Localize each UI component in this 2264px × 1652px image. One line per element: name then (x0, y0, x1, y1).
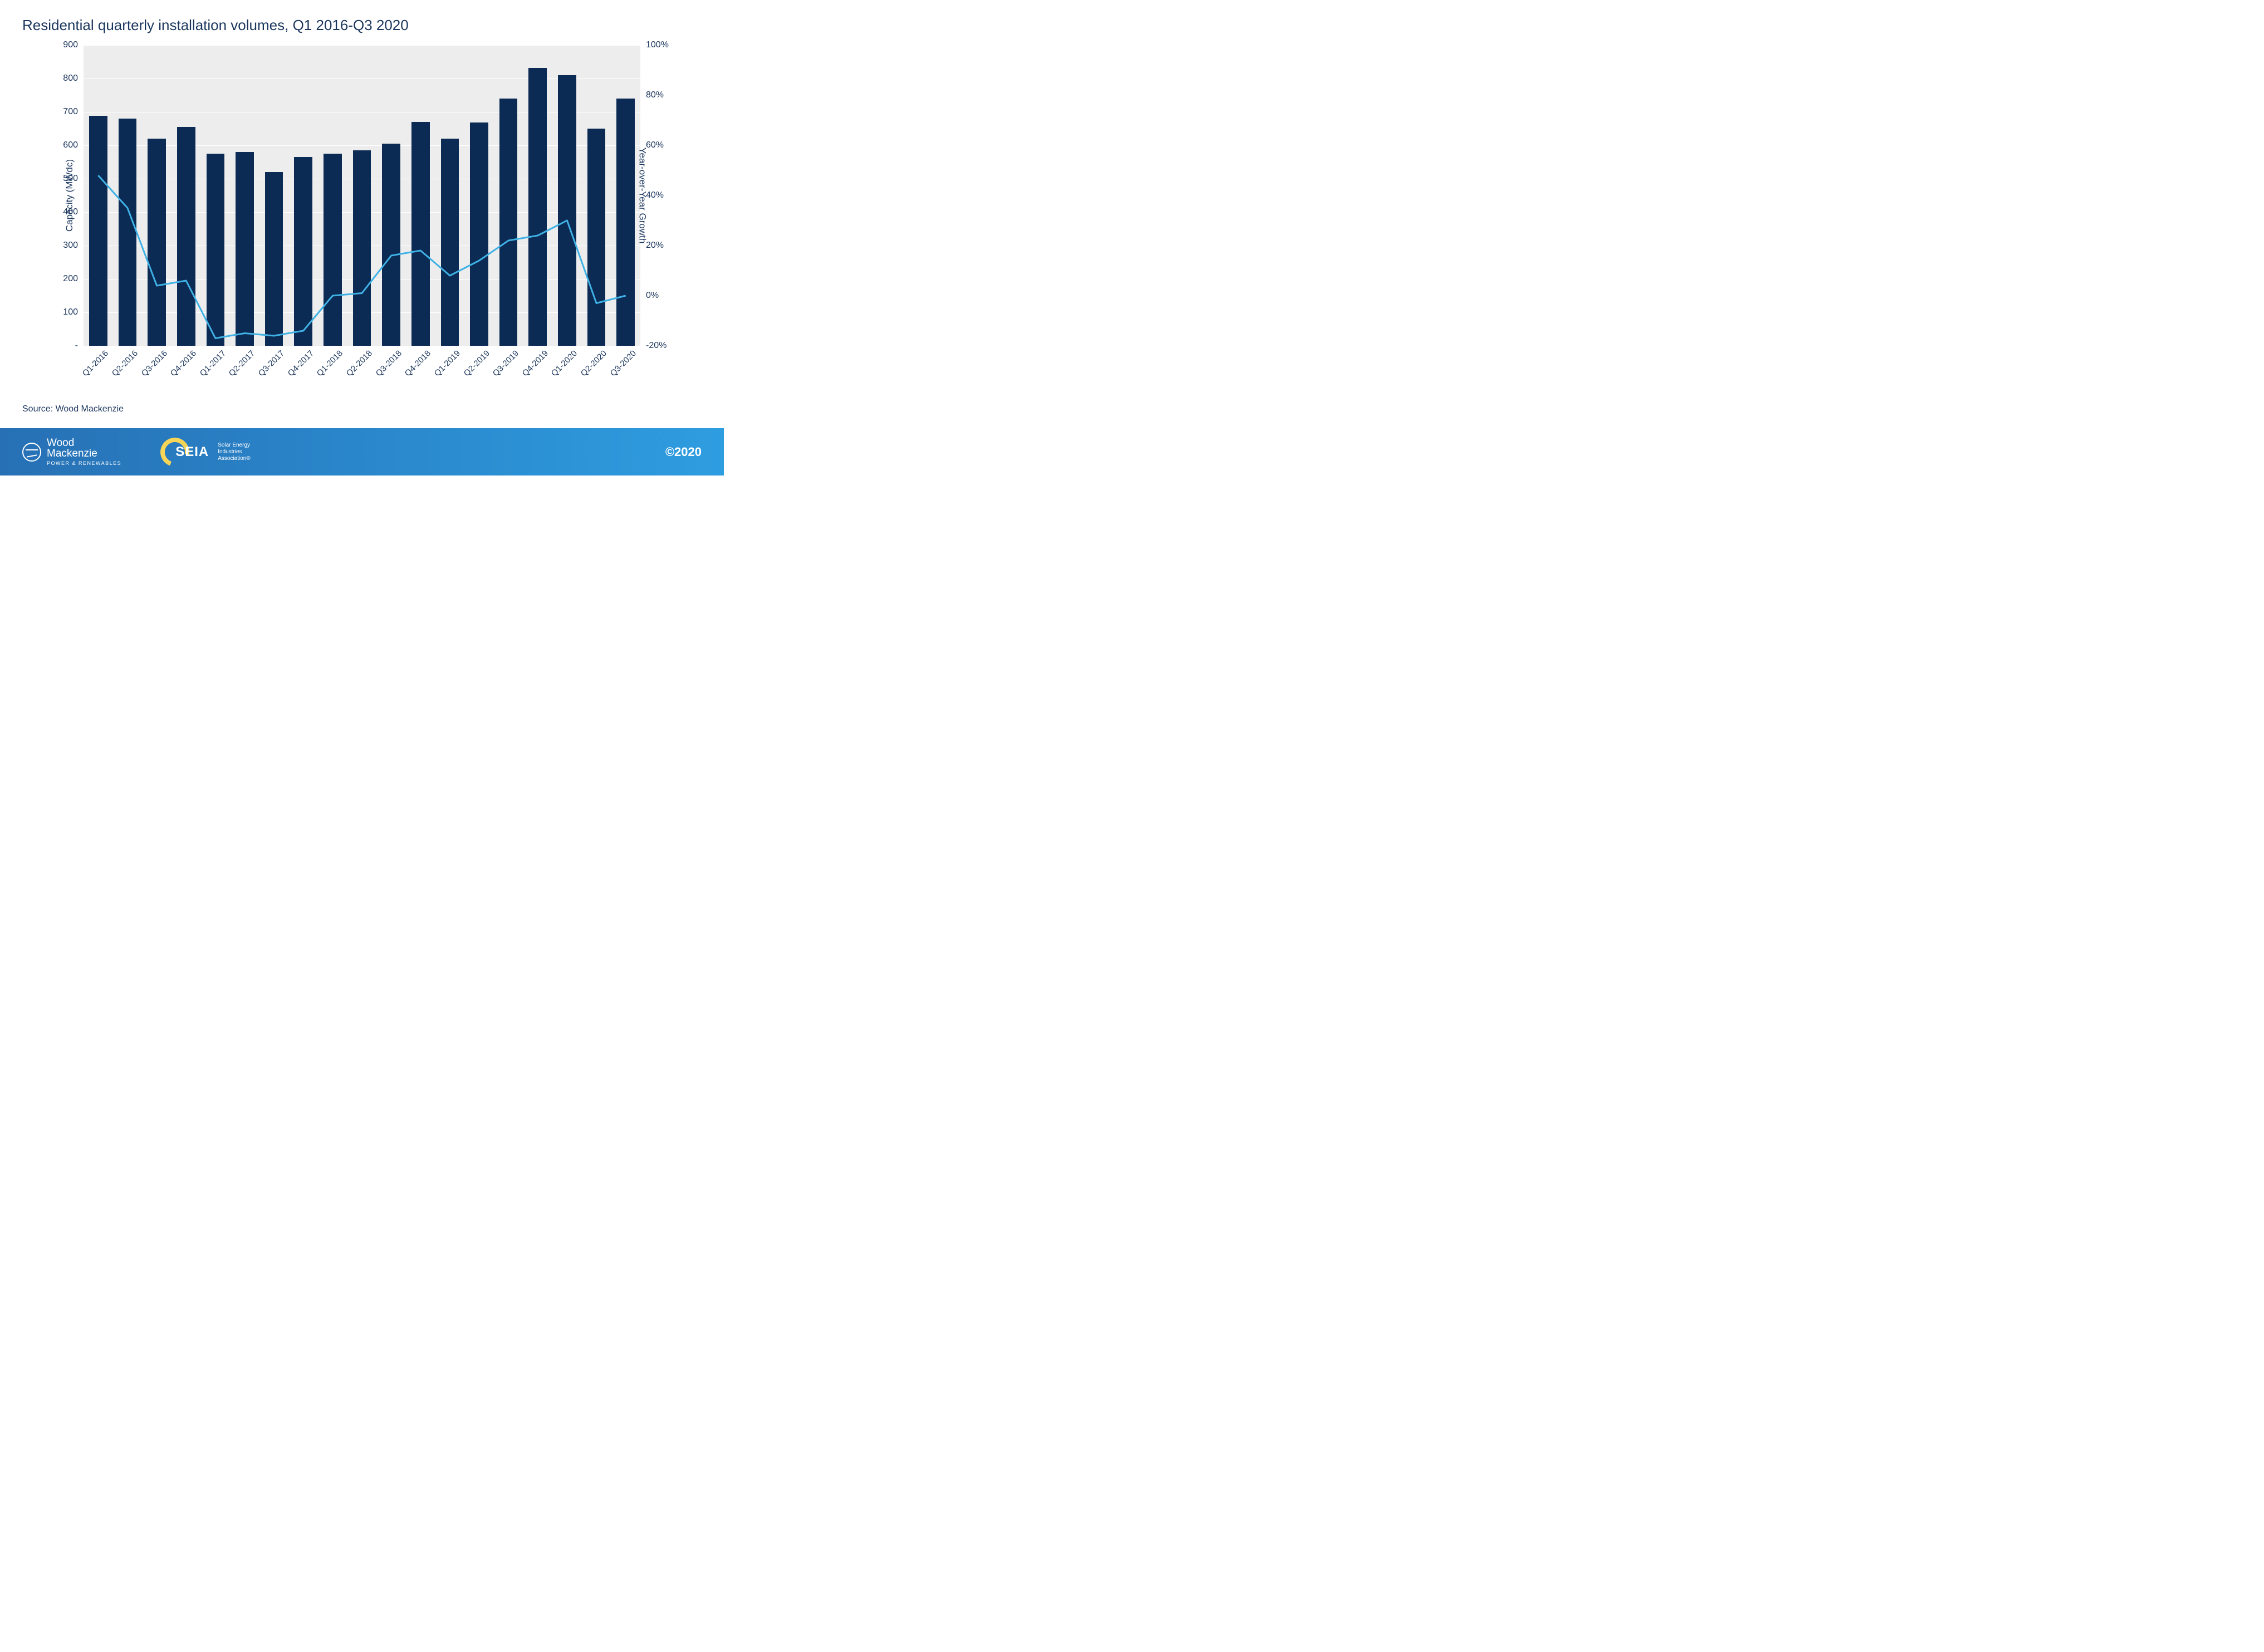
woodmackenzie-text: Wood Mackenzie POWER & RENEWABLES (47, 438, 121, 466)
source-text: Source: Wood Mackenzie (22, 404, 702, 414)
seia-sub: Solar Energy Industries Association® (218, 442, 251, 462)
woodmackenzie-logo: Wood Mackenzie POWER & RENEWABLES (22, 438, 121, 466)
x-tick: Q4-2016 (164, 349, 199, 383)
woodmackenzie-icon (22, 443, 41, 462)
x-tick: Q3-2018 (369, 349, 404, 383)
x-tick: Q3-2016 (135, 349, 169, 383)
wm-line2: Mackenzie (47, 448, 97, 459)
y-right-tick: -20% (646, 341, 667, 351)
y-right-tick: 0% (646, 291, 659, 301)
x-tick: Q3-2017 (252, 349, 287, 383)
chart-title: Residential quarterly installation volum… (22, 17, 702, 34)
copyright: ©2020 (665, 445, 702, 459)
y-left-tick: 300 (63, 241, 78, 251)
seia-sub2: Industries (218, 449, 251, 455)
y-right-tick: 40% (646, 190, 664, 200)
y-left-tick: 500 (63, 174, 78, 184)
y-left-tick: 700 (63, 107, 78, 117)
seia-sub1: Solar Energy (218, 442, 251, 449)
x-tick: Q1-2016 (76, 349, 111, 383)
x-axis: Q1-2016Q2-2016Q3-2016Q4-2016Q1-2017Q2-20… (84, 349, 640, 399)
x-tick: Q4-2017 (281, 349, 316, 383)
y-left-tick: 200 (63, 274, 78, 284)
x-tick: Q4-2018 (399, 349, 433, 383)
y-left-tick: - (75, 341, 78, 351)
seia-logo: SEIA Solar Energy Industries Association… (160, 438, 251, 467)
x-tick: Q1-2018 (311, 349, 345, 383)
x-tick: Q2-2018 (340, 349, 375, 383)
y-axis-left: -100200300400500600700800900 (22, 45, 84, 346)
growth-line (98, 175, 625, 339)
y-left-tick: 100 (63, 307, 78, 317)
y-right-tick: 100% (646, 40, 669, 50)
y-right-tick: 60% (646, 140, 664, 150)
x-tick: Q2-2019 (457, 349, 492, 383)
wm-line1: Wood (47, 437, 74, 449)
x-tick: Q3-2020 (604, 349, 638, 383)
footer-bar: Wood Mackenzie POWER & RENEWABLES SEIA S… (0, 428, 724, 475)
y-left-tick: 600 (63, 140, 78, 150)
chart-area: Capacity (MWdc) -10020030040050060070080… (22, 45, 702, 401)
y-right-tick: 80% (646, 90, 664, 100)
y-left-tick: 900 (63, 40, 78, 50)
seia-sub3: Association® (218, 455, 251, 462)
y-axis-right: -20%0%20%40%60%80%100% (640, 45, 702, 346)
plot-area (84, 45, 640, 346)
y-right-tick: 20% (646, 241, 664, 251)
x-tick: Q1-2019 (428, 349, 462, 383)
x-tick: Q1-2020 (545, 349, 580, 383)
line-series (84, 45, 640, 346)
x-tick: Q3-2019 (487, 349, 521, 383)
x-tick: Q1-2017 (193, 349, 228, 383)
chart-container: Residential quarterly installation volum… (0, 0, 724, 414)
wm-sub: POWER & RENEWABLES (47, 460, 121, 466)
y-left-tick: 400 (63, 207, 78, 217)
x-tick: Q4-2019 (516, 349, 550, 383)
seia-main: SEIA (175, 444, 209, 460)
x-tick: Q2-2020 (575, 349, 609, 383)
x-tick: Q2-2016 (105, 349, 140, 383)
y-left-tick: 800 (63, 73, 78, 84)
x-tick: Q2-2017 (223, 349, 257, 383)
